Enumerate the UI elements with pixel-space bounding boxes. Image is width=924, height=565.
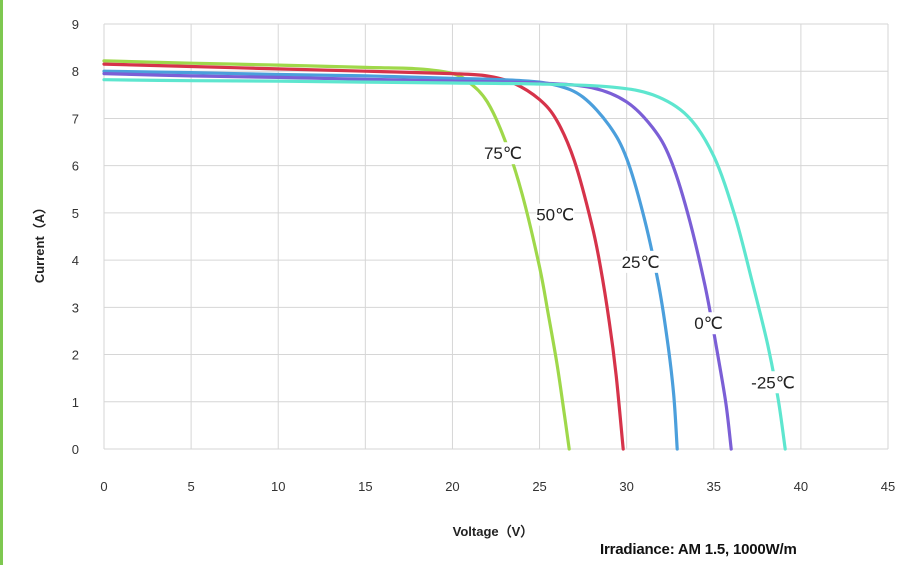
series-label: 75℃ [484,144,522,163]
y-tick-label: 8 [72,64,79,79]
series-curve [102,62,625,451]
irradiance-note: Irradiance: AM 1.5, 1000W/m [600,541,797,558]
series-label: 0℃ [694,314,723,333]
series-curve [102,69,679,451]
series-label-background [693,312,724,335]
y-tick-label: 9 [72,17,79,32]
y-tick-label: 6 [72,159,79,174]
series-label-background [750,371,797,394]
x-tick-label: 10 [271,479,285,494]
series-curve [102,59,571,451]
x-tick-label: 35 [707,479,721,494]
x-tick-label: 30 [619,479,633,494]
series-curves [102,59,787,451]
x-tick-label: 40 [794,479,808,494]
series-label-background [483,142,522,165]
x-tick-label: 15 [358,479,372,494]
y-tick-label: 3 [72,300,79,315]
x-tick-label: 45 [881,479,895,494]
y-axis-label: Current（A） [32,201,47,283]
x-tick-label: 25 [532,479,546,494]
x-tick-label: 5 [187,479,194,494]
series-curve [102,78,787,451]
grid-lines [103,23,889,450]
series-label: -25℃ [751,373,795,392]
y-tick-label: 7 [72,111,79,126]
series-labels: 75℃ 50℃ 25℃ 0℃ -25℃ [483,142,797,394]
y-tick-label: 0 [72,442,79,457]
x-tick-label: 0 [100,479,107,494]
series-label: 50℃ [536,206,574,225]
x-tick-label: 20 [445,479,459,494]
x-axis-label: Voltage（V） [453,524,534,539]
series-label: 25℃ [622,253,660,272]
series-label-background [536,203,575,226]
left-accent-bar [0,0,3,565]
y-tick-label: 4 [72,253,79,268]
y-tick-label: 1 [72,395,79,410]
y-tick-label: 2 [72,348,79,363]
series-label-background [621,250,660,273]
y-tick-label: 5 [72,206,79,221]
